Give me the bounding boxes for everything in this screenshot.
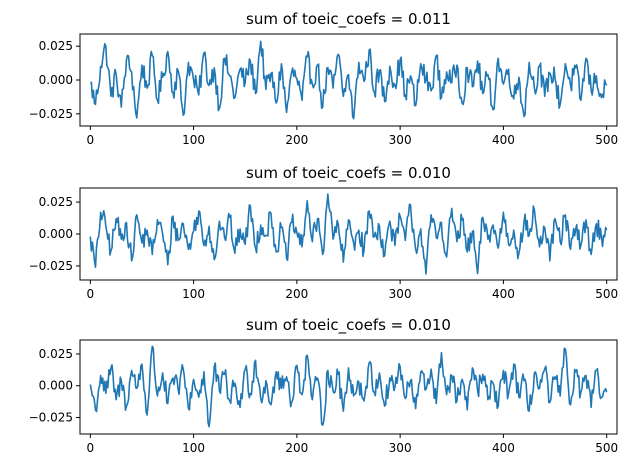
series-line xyxy=(89,345,608,428)
series-line xyxy=(89,193,608,275)
x-tick-label: 100 xyxy=(182,441,205,455)
subplots: sum of toeic_coefs = 0.011 0 100 200 300 400 5… xyxy=(29,10,619,455)
subplot-3: sum of toeic_coefs = 0.010 0 100 200 300 400 5… xyxy=(29,316,619,455)
subplot-2: sum of toeic_coefs = 0.010 0 100 200 300 400 5… xyxy=(29,164,619,301)
y-tick-label: 0.025 xyxy=(39,195,73,209)
x-tick-label: 0 xyxy=(87,133,95,147)
x-tick-label: 0 xyxy=(87,441,95,455)
x-tick-label: 100 xyxy=(182,133,205,147)
y-tick-label: −0.025 xyxy=(29,259,73,273)
series-line xyxy=(90,40,608,120)
x-tick-label: 0 xyxy=(87,287,95,301)
x-tick-label: 200 xyxy=(285,441,308,455)
subplot-1: sum of toeic_coefs = 0.011 0 100 200 300 400 5… xyxy=(29,10,619,147)
x-tick-label: 300 xyxy=(389,287,412,301)
x-tick-label: 200 xyxy=(285,287,308,301)
y-tick-label: 0.025 xyxy=(39,347,73,361)
y-tick-label: 0.000 xyxy=(39,227,73,241)
y-tick-label: 0.025 xyxy=(39,39,73,53)
x-tick-label: 100 xyxy=(182,287,205,301)
x-tick-label: 400 xyxy=(492,287,515,301)
y-tick-label: −0.025 xyxy=(29,107,73,121)
x-tick-label: 400 xyxy=(492,133,515,147)
y-tick-label: 0.000 xyxy=(39,73,73,87)
chart-title: sum of toeic_coefs = 0.010 xyxy=(246,316,451,335)
chart-title: sum of toeic_coefs = 0.010 xyxy=(246,164,451,183)
x-tick-label: 300 xyxy=(389,441,412,455)
axes-frame xyxy=(79,339,618,435)
x-tick-label: 200 xyxy=(285,133,308,147)
chart-title: sum of toeic_coefs = 0.011 xyxy=(246,10,451,29)
y-tick-label: 0.000 xyxy=(39,379,73,393)
x-tick-label: 300 xyxy=(389,133,412,147)
x-tick-label: 500 xyxy=(595,133,618,147)
y-tick-label: −0.025 xyxy=(29,410,73,424)
x-tick-label: 500 xyxy=(595,287,618,301)
x-tick-label: 500 xyxy=(595,441,618,455)
x-tick-label: 400 xyxy=(492,441,515,455)
